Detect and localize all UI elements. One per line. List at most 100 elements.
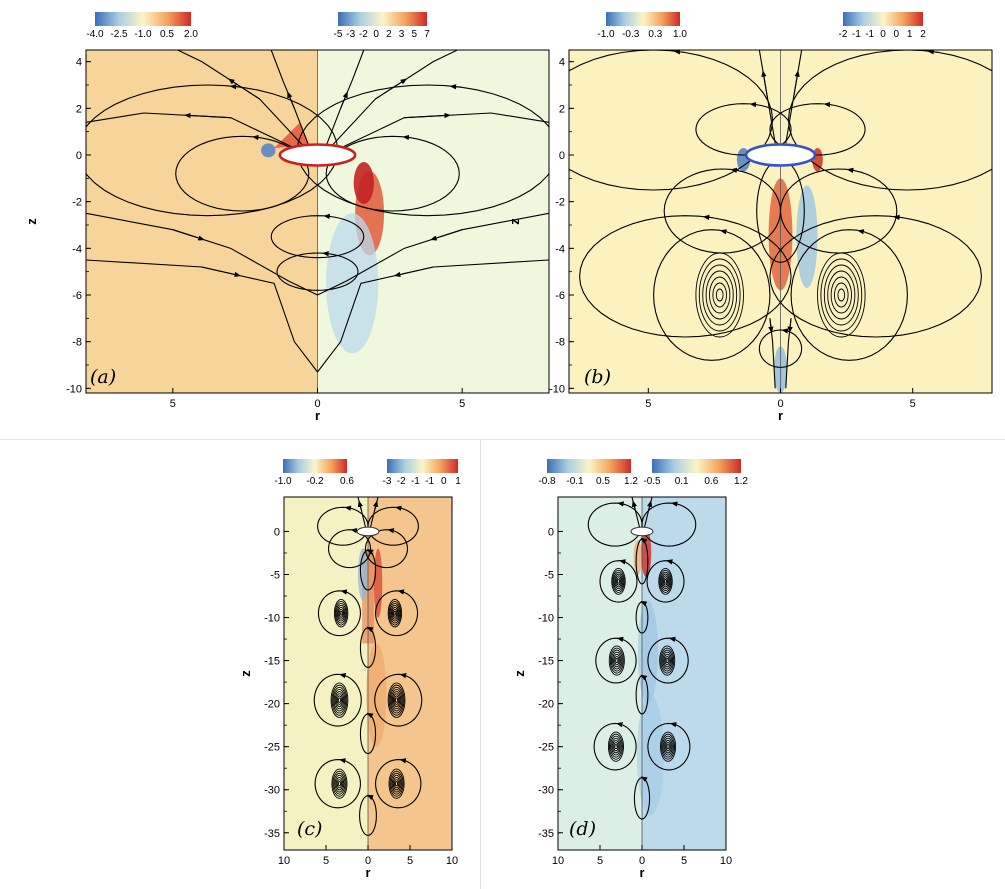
vortex-ring xyxy=(827,270,856,320)
colorbar-gradient xyxy=(652,459,741,473)
y-tick-label: 0 xyxy=(274,526,280,538)
vortex-core xyxy=(660,731,677,762)
central-jet-loop xyxy=(756,159,805,263)
colorbar-tick-label: -2 xyxy=(359,29,368,40)
vortex-ring xyxy=(614,744,618,750)
vortex-core xyxy=(330,682,349,718)
colorbar-tick-label: -2 xyxy=(839,29,848,40)
vortex-ring xyxy=(663,737,673,756)
panel-label: (a) xyxy=(90,366,116,388)
panel-label: (d) xyxy=(569,818,596,840)
streamline-arrow xyxy=(857,229,865,235)
x-tick-label: 5 xyxy=(170,398,176,410)
y-tick-label: -10 xyxy=(538,613,554,625)
streamline-arrow xyxy=(846,167,854,173)
vortex-ring xyxy=(335,776,344,791)
x-tick-label: 0 xyxy=(777,398,783,410)
colorbar-tick-label: 0.6 xyxy=(340,476,354,487)
vortex-ring xyxy=(390,688,403,712)
y-axis: 0 -5 -10 -15 -20 -25 -30 -35 xyxy=(538,526,563,840)
colorbar-tick-label: -1.0 xyxy=(274,476,292,487)
vortex-ring xyxy=(662,575,669,588)
panel-label: (c) xyxy=(297,818,322,840)
y-axis-title: z xyxy=(512,670,527,677)
streamline-arrow xyxy=(793,70,800,97)
streamline-arrow xyxy=(287,91,295,109)
colorbar-tick-label: 0.1 xyxy=(675,476,689,487)
vortex-ring xyxy=(613,571,624,592)
vortex-ring xyxy=(331,684,348,716)
vortex-ring xyxy=(612,651,622,670)
y-tick-label: -35 xyxy=(264,828,280,840)
lobe-loop xyxy=(787,50,992,191)
vortex-envelope xyxy=(653,229,771,361)
vortex-ring xyxy=(659,645,676,676)
y-tick-label: -10 xyxy=(66,383,82,395)
side-loop xyxy=(364,529,409,569)
vortex-ring xyxy=(662,735,674,758)
vortex-ring xyxy=(333,772,346,795)
vortex-ring xyxy=(389,602,401,624)
vortex-ring xyxy=(715,288,724,302)
vortex-core xyxy=(608,645,625,676)
colorbar-left: -4.0 -2.5 -1.0 0.5 2.0 xyxy=(86,12,198,40)
field-left-half xyxy=(86,50,318,393)
vortex-envelope-3 xyxy=(314,759,361,809)
colorbar-gradient xyxy=(387,459,458,473)
vortex-ring xyxy=(615,658,619,664)
y-tick-label: -5 xyxy=(544,569,554,581)
colorbar-tick-label: -0.1 xyxy=(566,476,584,487)
vortex-ring xyxy=(610,735,622,758)
vortex-ring xyxy=(664,739,672,754)
colorbar-tick-label: 0.5 xyxy=(596,476,610,487)
y-tick-label: -10 xyxy=(264,613,280,625)
streamlines xyxy=(313,497,423,836)
x-axis-title: r xyxy=(639,865,644,880)
streamline-arrow xyxy=(404,112,452,119)
colorbar-tick-label: 1.2 xyxy=(624,476,638,487)
vortex-core xyxy=(607,731,624,762)
colorbar-tick-label: -1.0 xyxy=(134,29,152,40)
vortex-ring xyxy=(608,645,625,676)
vortex-ring xyxy=(837,288,846,302)
vortex-ring xyxy=(337,606,345,620)
vortex-ring xyxy=(614,655,620,666)
vortex-ring xyxy=(335,602,347,624)
vortex-ring xyxy=(662,651,672,670)
vortex-ring xyxy=(665,742,671,752)
vortex-ring xyxy=(830,276,852,314)
streamline-arrow xyxy=(340,91,348,109)
vortex-ring xyxy=(391,606,399,620)
y-tick-label: 0 xyxy=(548,526,554,538)
y-tick-label: 4 xyxy=(559,57,565,69)
colorbar-right: -5 -3 -2 0 2 3 5 7 xyxy=(334,12,430,40)
y-tick-label: 0 xyxy=(559,150,565,162)
lobe-loop xyxy=(569,50,774,191)
x-axis-title: r xyxy=(365,865,370,880)
negative-wake xyxy=(326,213,379,354)
vortex-ring xyxy=(709,276,731,314)
vortex-core xyxy=(659,645,676,676)
vortex-envelope-3 xyxy=(375,759,422,809)
streamlines xyxy=(587,497,697,820)
outer-envelope xyxy=(769,215,982,338)
colorbar-tick-label: 7 xyxy=(424,29,430,40)
vortex-ring xyxy=(660,647,675,674)
lobe-loop xyxy=(587,502,643,547)
vortex-ring xyxy=(664,655,670,666)
panel-b: 420-2-4-6-8-105 0 5rz(b)-1.0 -0.3 0.3 1.0 -2 -1… xyxy=(507,12,993,423)
vortex-ring xyxy=(395,697,399,703)
streamline-inflow xyxy=(86,212,318,296)
vortex-core xyxy=(333,599,349,628)
x-tick-label: 0 xyxy=(314,398,320,410)
inner-lobe xyxy=(769,103,866,156)
x-tick-label: 5 xyxy=(407,855,413,867)
streamline-arrow xyxy=(730,167,738,173)
colorbar-gradient xyxy=(606,12,680,26)
streamline-inflow xyxy=(317,212,549,296)
vortex-ring xyxy=(658,568,673,595)
x-tick-label: 0 xyxy=(365,855,371,867)
colorbar-tick-label: -5 xyxy=(334,29,343,40)
vortex-ring xyxy=(392,776,401,791)
